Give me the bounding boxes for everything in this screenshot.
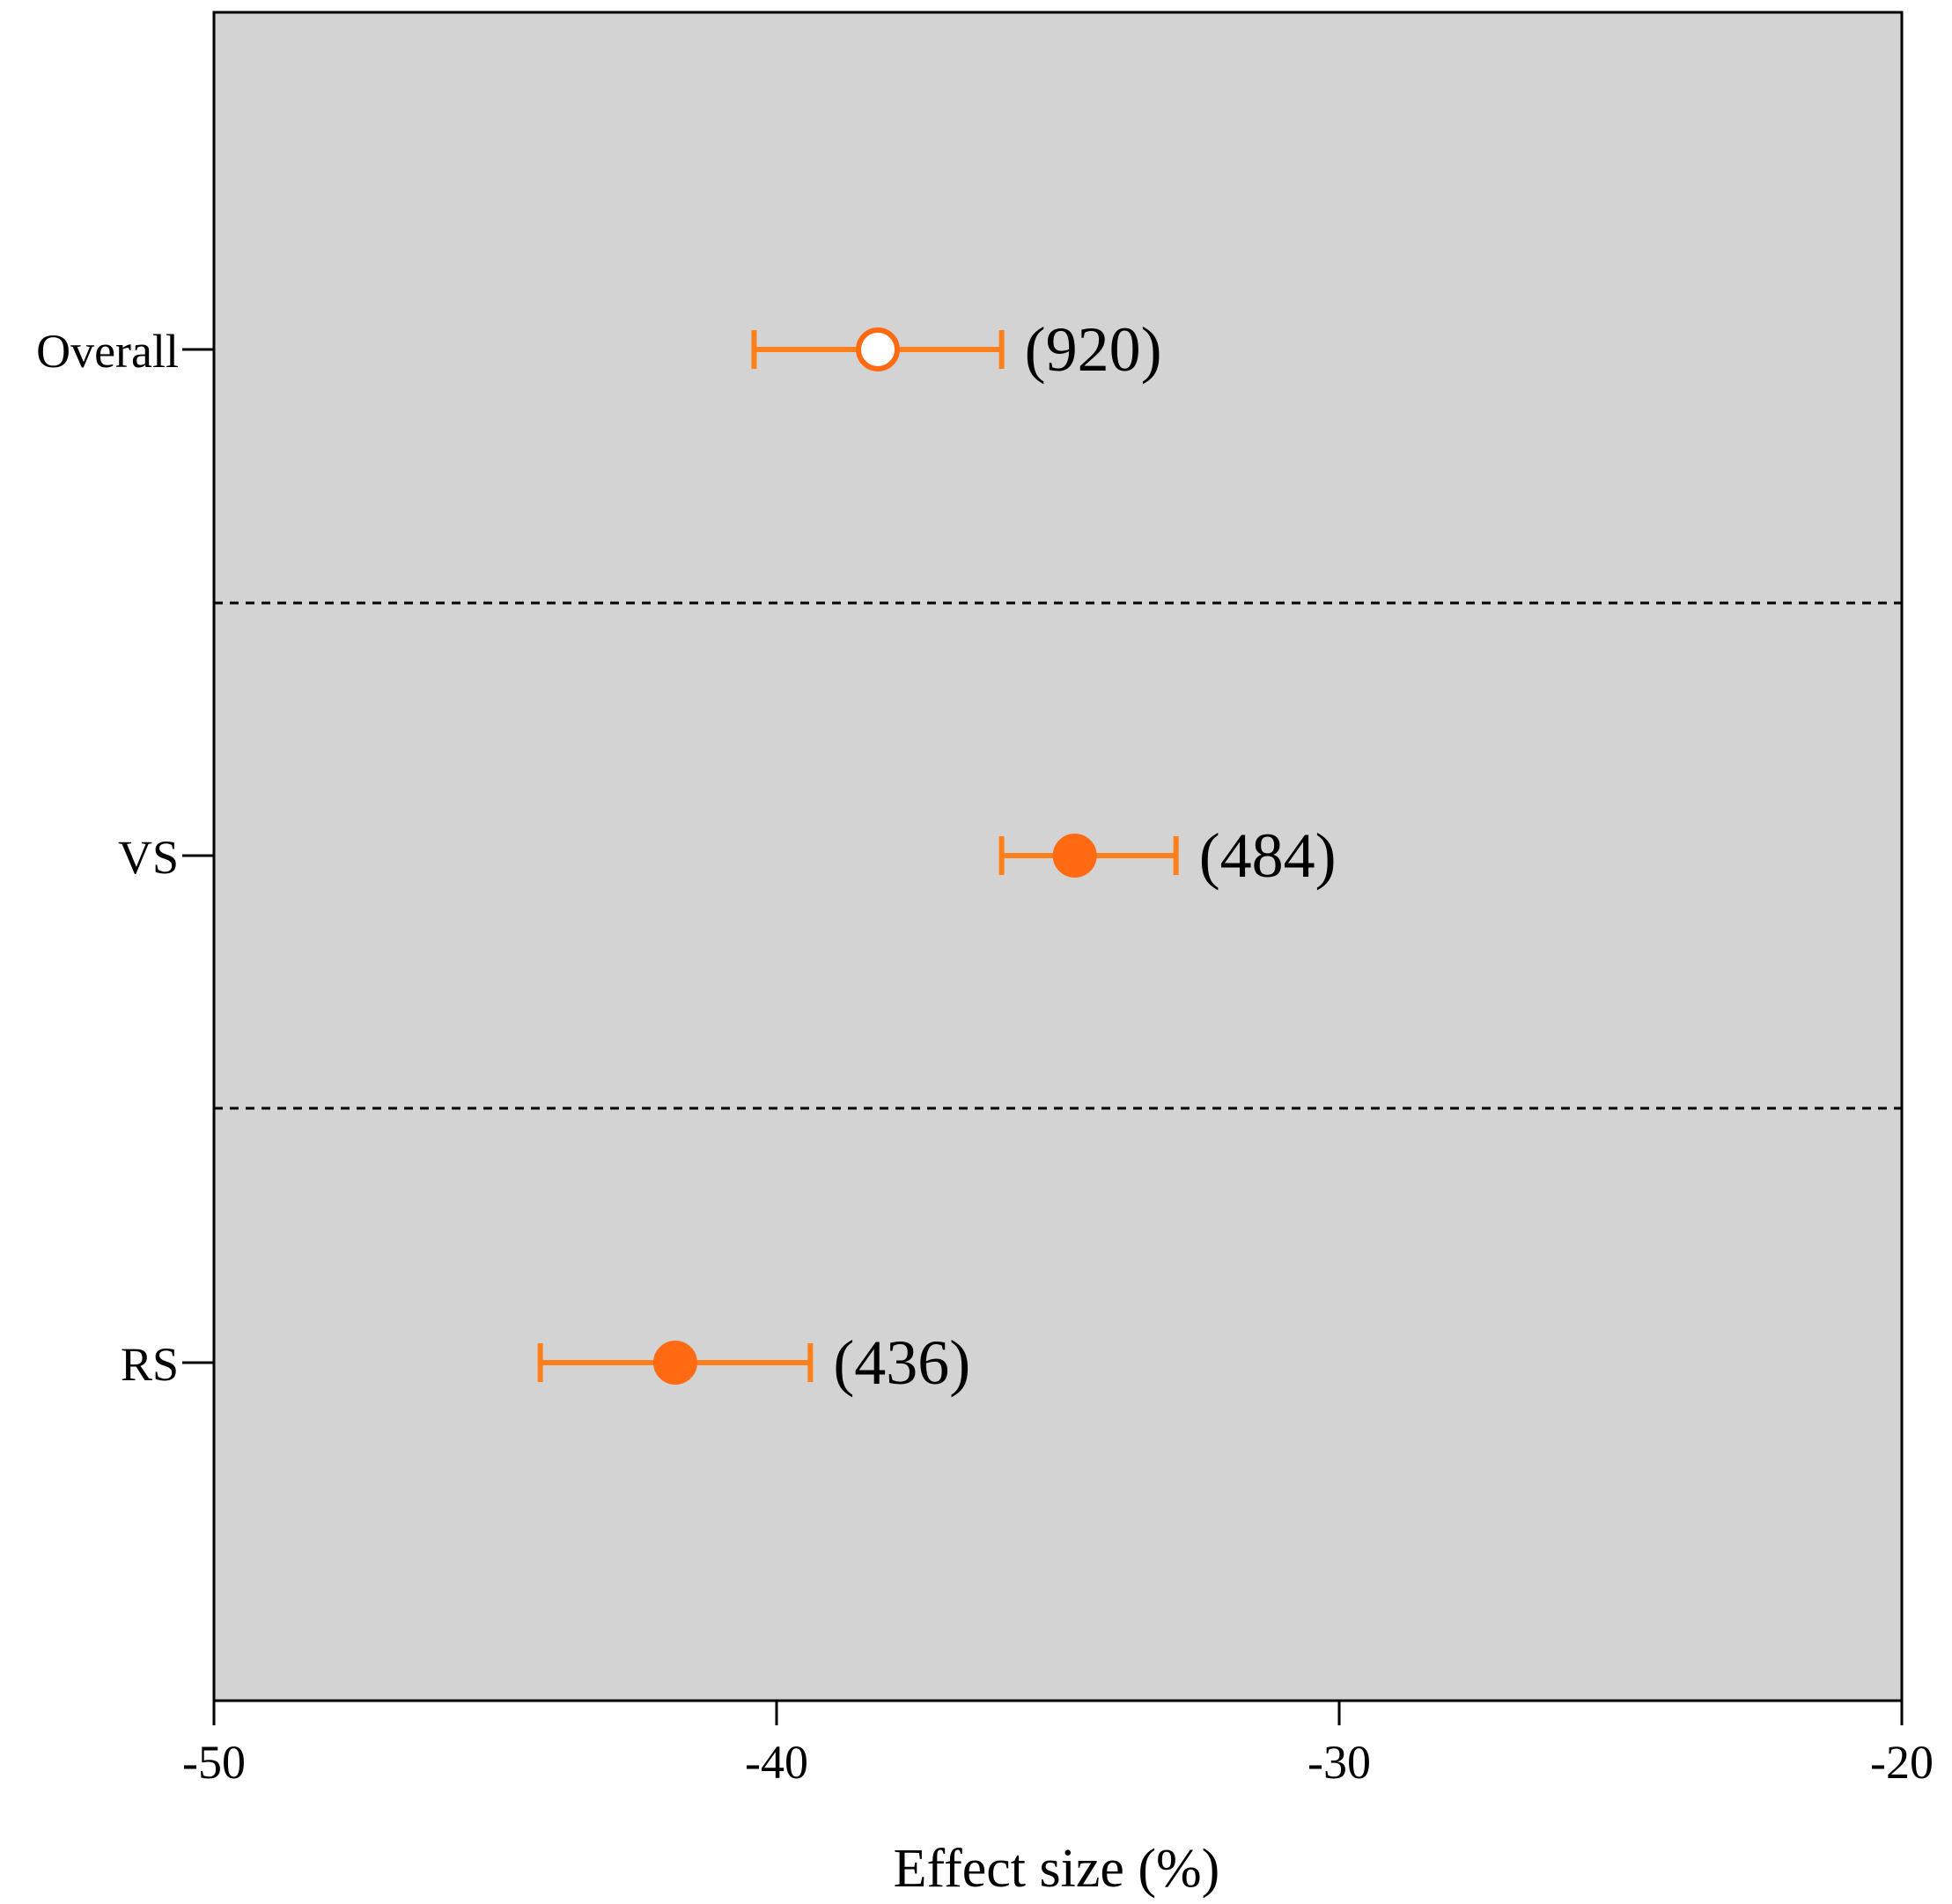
- x-tick-label: -40: [745, 1736, 808, 1789]
- y-axis: Overall VS RS: [36, 325, 214, 1391]
- y-tick-label-vs: VS: [118, 831, 179, 884]
- point-group-overall: (920): [751, 314, 1162, 385]
- x-axis-title: Effect size (%): [894, 1839, 1220, 1899]
- point-group-vs: (484): [998, 820, 1337, 891]
- sample-size-label: (920): [1025, 314, 1162, 385]
- y-tick-label-overall: Overall: [36, 325, 179, 378]
- sample-size-label: (484): [1199, 820, 1337, 891]
- point-marker: [652, 1341, 697, 1385]
- point-marker: [1052, 834, 1097, 878]
- sample-size-label: (436): [833, 1327, 970, 1398]
- x-tick-label: -20: [1870, 1736, 1934, 1789]
- data-marks: (920) (484) (436): [537, 314, 1337, 1398]
- y-tick-label-rs: RS: [121, 1338, 179, 1391]
- x-axis: -50 -40 -30 -20: [182, 1701, 1934, 1789]
- x-tick-label: -30: [1307, 1736, 1371, 1789]
- x-tick-label: -50: [182, 1736, 246, 1789]
- point-group-rs: (436): [537, 1327, 970, 1398]
- point-marker: [856, 327, 901, 371]
